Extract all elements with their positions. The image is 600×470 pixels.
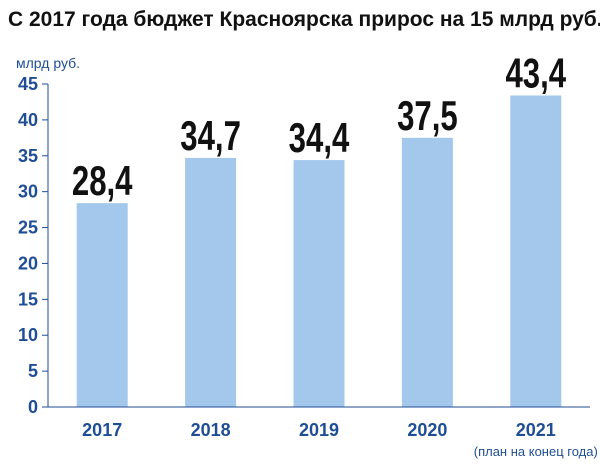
y-axis-unit-label: млрд руб. bbox=[16, 55, 80, 71]
y-tick-label: 25 bbox=[18, 218, 38, 238]
y-tick-label: 15 bbox=[18, 289, 38, 309]
category-note: (план на конец года) bbox=[474, 444, 598, 459]
value-label: 34,4 bbox=[289, 115, 350, 161]
bar-2020 bbox=[401, 137, 453, 408]
value-label: 43,4 bbox=[505, 50, 566, 96]
y-tick-label: 5 bbox=[28, 361, 38, 381]
bar-2017 bbox=[76, 203, 128, 407]
bar-2018 bbox=[185, 157, 237, 407]
y-tick-label: 0 bbox=[28, 397, 38, 417]
bar-2019 bbox=[293, 160, 345, 407]
x-tick-label: 2021 bbox=[516, 420, 556, 440]
x-tick-label: 2018 bbox=[191, 420, 231, 440]
y-tick-label: 30 bbox=[18, 182, 38, 202]
bar-2021 bbox=[510, 95, 562, 408]
value-label: 28,4 bbox=[72, 158, 133, 204]
x-tick-label: 2019 bbox=[299, 420, 339, 440]
x-tick-label: 2017 bbox=[82, 420, 122, 440]
chart-title: С 2017 года бюджет Красноярска прирос на… bbox=[8, 8, 600, 31]
y-tick-label: 45 bbox=[18, 74, 38, 94]
value-label: 34,7 bbox=[180, 113, 241, 159]
value-label: 37,5 bbox=[397, 92, 458, 138]
y-tick-label: 35 bbox=[18, 146, 38, 166]
y-tick-label: 20 bbox=[18, 253, 38, 273]
y-tick-label: 40 bbox=[18, 110, 38, 130]
y-tick-label: 10 bbox=[18, 325, 38, 345]
x-tick-label: 2020 bbox=[407, 420, 447, 440]
